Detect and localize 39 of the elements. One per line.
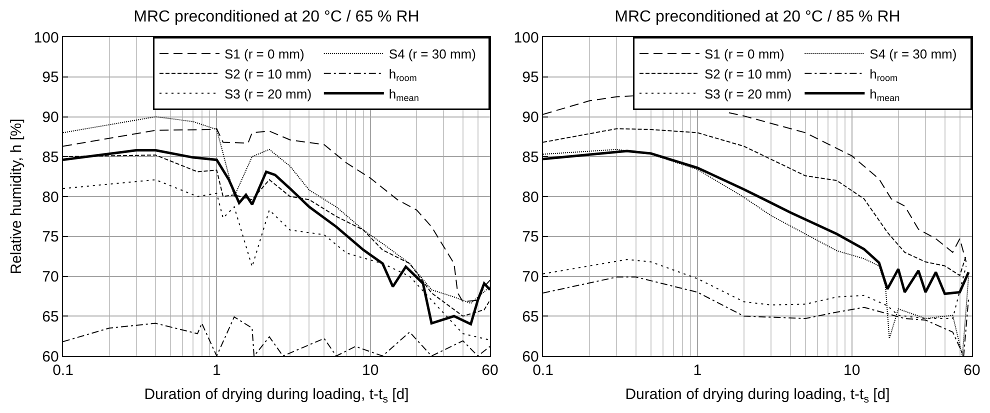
y-tick-label: 65 [522,308,539,326]
x-tick-label: 60 [964,362,980,380]
y-tick-label: 85 [522,148,539,166]
y-tick-label: 100 [34,29,59,46]
x-axis-title: Duration of drying during loading, t-t$_{s}$ [d] [144,386,409,406]
legend-label: h$_{mean}$ [388,86,419,104]
legend-label: h$_{room}$ [388,66,417,84]
x-tick-label: 10 [362,362,379,380]
y-tick-label: 90 [522,109,539,126]
y-tick-label: 90 [42,109,59,126]
y-tick-label: 95 [522,69,539,86]
legend-label: S4 (r = 30 mm) [388,46,476,62]
y-axis-title: Relative humidity, h [%] [8,118,26,274]
y-tick-label: 70 [42,268,59,286]
legend-label: h$_{room}$ [870,66,898,84]
chart-title: MRC preconditioned at 20 °C / 85 % RH [614,8,900,26]
x-tick-label: 1 [212,362,221,380]
y-tick-label: 95 [42,69,59,86]
legend-label: S3 (r = 20 mm) [224,86,312,102]
x-axis-title: Duration of drying during loading, t-t$_{s}$ [d] [625,386,890,406]
x-tick-label: 60 [482,362,498,380]
legend-label: h$_{mean}$ [870,86,900,104]
y-tick-label: 80 [42,188,59,206]
x-tick-label: 10 [843,362,860,380]
y-tick-label: 65 [42,308,59,326]
y-tick-label: 70 [522,268,539,286]
legend-label: S4 (r = 30 mm) [870,46,957,62]
y-tick-label: 100 [514,29,539,46]
legend-label: S1 (r = 0 mm) [224,46,304,62]
legend-label: S3 (r = 20 mm) [704,86,792,102]
legend-label: S2 (r = 10 mm) [704,66,792,82]
y-tick-label: 75 [42,228,59,246]
y-tick-label: 85 [42,148,59,166]
y-tick-label: 80 [522,188,539,206]
legend-label: S2 (r = 10 mm) [224,66,312,82]
y-tick-label: 75 [522,228,539,246]
legend-label: S1 (r = 0 mm) [704,46,784,62]
chart-title: MRC preconditioned at 20 °C / 65 % RH [134,8,420,26]
x-tick-label: 1 [693,362,702,380]
